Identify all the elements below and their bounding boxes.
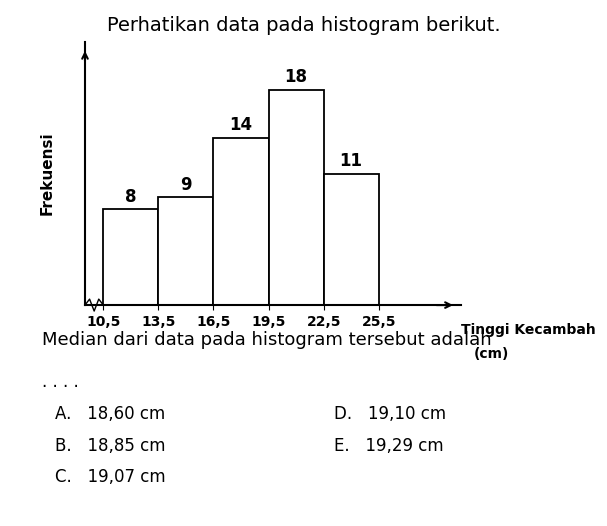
Bar bbox=[324, 174, 379, 305]
Text: B.   18,85 cm: B. 18,85 cm bbox=[55, 437, 165, 454]
Bar bbox=[268, 90, 324, 305]
Text: C.   19,07 cm: C. 19,07 cm bbox=[55, 468, 165, 486]
Bar bbox=[158, 197, 214, 305]
Text: E.   19,29 cm: E. 19,29 cm bbox=[334, 437, 444, 454]
Text: 11: 11 bbox=[340, 152, 362, 170]
Text: 18: 18 bbox=[285, 68, 308, 86]
Text: . . . .: . . . . bbox=[42, 373, 80, 391]
Text: A.   18,60 cm: A. 18,60 cm bbox=[55, 405, 165, 423]
Text: 14: 14 bbox=[229, 116, 253, 134]
Text: Median dari data pada histogram tersebut adalah: Median dari data pada histogram tersebut… bbox=[42, 331, 492, 349]
Text: Tinggi Kecambah: Tinggi Kecambah bbox=[461, 323, 596, 337]
Bar bbox=[214, 138, 268, 305]
Text: (cm): (cm) bbox=[474, 347, 509, 361]
Text: 9: 9 bbox=[180, 176, 192, 194]
Bar bbox=[103, 209, 158, 305]
Text: Frekuensi: Frekuensi bbox=[40, 132, 55, 215]
Text: 8: 8 bbox=[125, 188, 137, 206]
Text: D.   19,10 cm: D. 19,10 cm bbox=[334, 405, 446, 423]
Text: Perhatikan data pada histogram berikut.: Perhatikan data pada histogram berikut. bbox=[107, 16, 500, 35]
